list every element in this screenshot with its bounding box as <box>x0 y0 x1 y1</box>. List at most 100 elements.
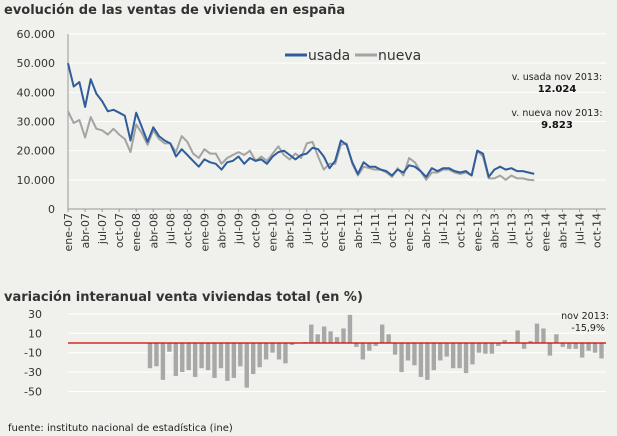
bar <box>463 343 469 374</box>
y-tick-label: 50.000 <box>17 57 56 70</box>
bar <box>483 343 488 354</box>
bar <box>431 343 436 371</box>
x-tick-label: jul-13 <box>505 213 518 245</box>
x-tick-label: oct-11 <box>386 213 399 248</box>
bar <box>521 343 527 349</box>
bar <box>554 334 559 343</box>
x-tick-label: abr-09 <box>215 213 228 249</box>
bar <box>315 334 320 343</box>
x-tick-label: oct-13 <box>522 213 535 248</box>
legend-label-usada: usada <box>308 48 350 64</box>
y-tick-label: 60.000 <box>17 28 56 41</box>
bar <box>257 343 262 368</box>
bar <box>567 343 572 349</box>
bar <box>160 343 166 380</box>
bar <box>476 343 482 353</box>
x-tick-label: abr-10 <box>284 213 297 249</box>
bar <box>334 337 340 343</box>
bar <box>321 326 327 343</box>
x-tick-label: abr-13 <box>488 213 501 249</box>
y-tick-label: -50 <box>24 386 42 399</box>
annotation-usada-value: 12.024 <box>538 84 577 95</box>
bar <box>392 343 398 355</box>
y-tick-label: 0 <box>48 203 55 216</box>
bar <box>347 314 353 343</box>
bar <box>328 331 333 343</box>
x-tick-label: abr-14 <box>557 213 570 249</box>
source-footer: fuente: instituto nacional de estadístic… <box>8 422 233 434</box>
x-tick-label: ene-12 <box>403 213 416 251</box>
bar <box>599 343 604 359</box>
annotation-variation-label: nov 2013: <box>561 311 609 322</box>
x-tick-label: oct-10 <box>318 213 331 248</box>
bar <box>373 343 378 346</box>
x-tick-label: oct-08 <box>181 213 194 248</box>
x-tick-label: abr-11 <box>352 213 365 249</box>
x-tick-label: ene-08 <box>130 213 143 251</box>
legend-label-nueva: nueva <box>378 48 421 64</box>
x-tick-label: ene-09 <box>198 213 211 251</box>
bar <box>225 343 230 381</box>
bar <box>212 343 217 378</box>
bar <box>218 343 224 369</box>
bar <box>560 343 565 347</box>
annotation-nueva-label: v. nueva nov 2013: <box>511 108 602 119</box>
bar <box>444 343 449 357</box>
bar <box>186 343 191 371</box>
bar <box>573 343 578 349</box>
bar <box>425 343 430 380</box>
x-tick-label: ene-10 <box>267 213 280 251</box>
bar <box>251 343 256 375</box>
x-tick-label: jul-08 <box>164 213 177 245</box>
x-tick-label: jul-09 <box>233 213 246 245</box>
bar <box>579 343 585 358</box>
x-tick-label: oct-07 <box>113 213 126 248</box>
x-tick-label: jul-07 <box>96 213 109 245</box>
bar <box>541 328 546 343</box>
bar <box>205 343 211 371</box>
bar <box>238 343 243 367</box>
annotation-variation-value: -15,9% <box>571 323 605 334</box>
bar <box>412 343 417 366</box>
y-tick-label: 30 <box>28 308 42 321</box>
bar <box>457 343 462 369</box>
bar <box>167 343 172 352</box>
bar <box>534 323 540 343</box>
x-tick-label: oct-14 <box>591 213 604 248</box>
bar <box>309 324 314 343</box>
bar <box>438 343 443 361</box>
y-tick-label: -30 <box>24 366 42 379</box>
x-tick-label: oct-12 <box>454 213 467 248</box>
bar <box>231 343 237 378</box>
y-tick-label: 40.000 <box>17 86 56 99</box>
bar <box>547 343 553 356</box>
bar <box>399 343 404 373</box>
top-chart-title: evolución de las ventas de vivienda en e… <box>4 3 345 18</box>
y-tick-label: 30.000 <box>17 116 56 129</box>
y-tick-label: 10.000 <box>17 174 56 187</box>
bottom-chart-title: variación interanual venta viviendas tot… <box>4 290 363 305</box>
bar <box>360 343 366 360</box>
bar <box>341 328 346 343</box>
x-tick-label: ene-13 <box>471 213 484 251</box>
bar <box>380 324 385 343</box>
bar <box>289 343 295 345</box>
x-tick-label: oct-09 <box>250 213 263 248</box>
bar <box>154 343 159 367</box>
x-tick-label: jul-11 <box>369 213 382 245</box>
x-tick-label: abr-07 <box>79 213 92 249</box>
bar <box>515 330 520 343</box>
x-tick-label: jul-12 <box>437 213 450 245</box>
x-tick-label: ene-14 <box>540 213 553 251</box>
x-tick-label: abr-08 <box>147 213 160 249</box>
legend: usada nueva <box>285 48 421 64</box>
y-tick-label: 10 <box>28 327 42 340</box>
x-tick-label: abr-12 <box>420 213 433 249</box>
series-line-usada <box>67 62 535 178</box>
series-line-nueva <box>67 110 535 182</box>
y-tick-label: 20.000 <box>17 145 56 158</box>
bar <box>592 343 598 353</box>
bar <box>199 343 204 369</box>
bar <box>405 343 411 361</box>
